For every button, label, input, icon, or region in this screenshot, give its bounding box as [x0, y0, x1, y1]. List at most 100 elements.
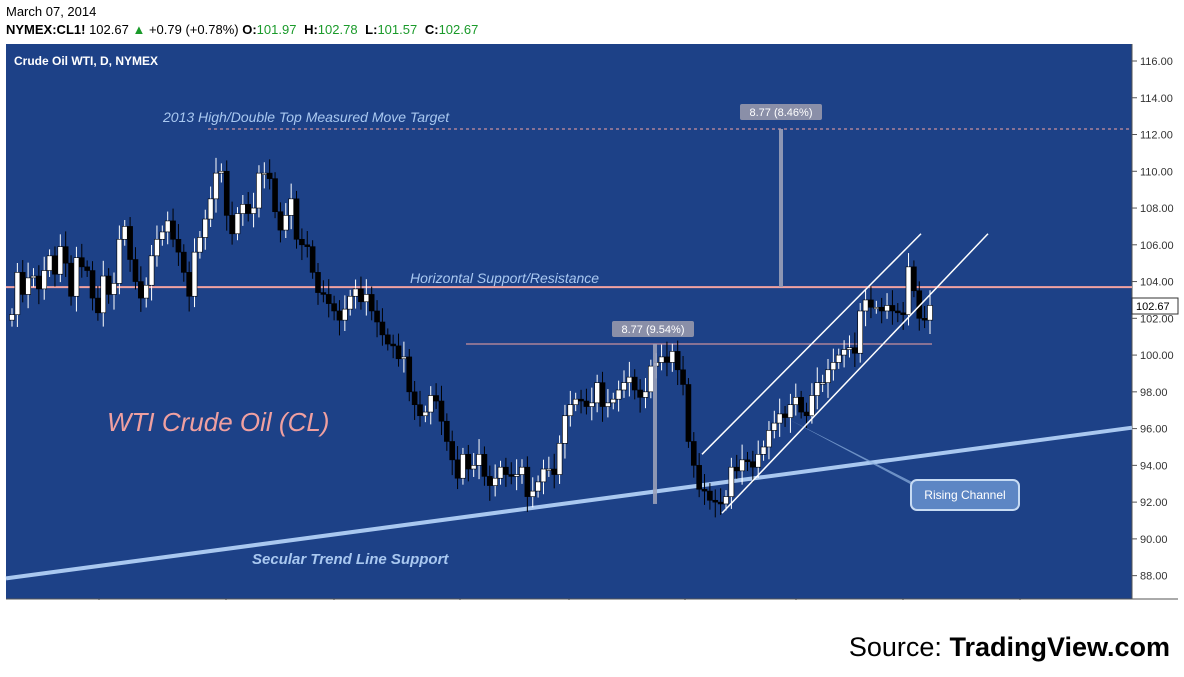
candle-body: [739, 459, 745, 472]
close-label: C:: [424, 22, 439, 37]
candle-body: [256, 172, 262, 209]
candle-body: [492, 477, 498, 486]
candle-body: [395, 345, 402, 360]
chart-date: March 07, 2014: [6, 4, 97, 19]
candle-body: [470, 465, 477, 470]
source-credit: Source: TradingView.com: [849, 632, 1170, 663]
overlays-layer: 8.77 (9.54%) 8.77 (8.46%) Rising Channel 20…: [107, 104, 1179, 568]
candle-body: [100, 275, 107, 314]
candle-body: [524, 466, 531, 497]
candle-body: [701, 488, 708, 492]
candle-body: [444, 420, 450, 442]
low-label: L:: [365, 22, 378, 37]
candle-body: [62, 246, 69, 264]
candle-body: [78, 257, 85, 268]
candle-body: [513, 474, 520, 477]
last-price-tag: [1131, 297, 1179, 315]
candle-body: [454, 459, 461, 479]
candle-body: [73, 257, 80, 297]
candle-body: [116, 238, 123, 284]
y-tick-label: 102.00: [1140, 313, 1174, 325]
y-tick-label: 112.00: [1140, 130, 1173, 142]
y-tick-label: 94.00: [1140, 460, 1168, 472]
candle-body: [390, 343, 396, 347]
candle-body: [143, 284, 150, 299]
resistance-annotation: Horizontal Support/Resistance: [410, 270, 599, 286]
y-tick-label: 110.00: [1140, 166, 1173, 178]
y-tick-label: 92.00: [1140, 497, 1168, 509]
candle-body: [127, 226, 133, 260]
candle-body: [497, 466, 504, 479]
low-value: 101.57: [377, 22, 418, 37]
candle-body: [105, 275, 112, 295]
channel-callout-label: Rising Channel: [924, 488, 1005, 502]
price-chart[interactable]: 88.00 90.00 92.00 94.00 96.00 98.00 100.00 102.…: [0, 40, 1184, 600]
candle-body: [154, 238, 160, 257]
candle-body: [927, 305, 933, 321]
price-axis: 88.00 90.00 92.00 94.00 96.00 98.00 100.00 102.…: [1132, 56, 1174, 583]
measure-bar-2: [779, 129, 783, 288]
y-tick-label: 108.00: [1140, 203, 1174, 215]
candle-body: [782, 413, 788, 418]
channel-callout-box: [910, 479, 1020, 511]
y-tick-label: 100.00: [1140, 350, 1174, 362]
candle-body: [138, 281, 144, 299]
candle-body: [610, 398, 617, 404]
candle-body: [121, 226, 128, 240]
last-price-tag-label: 102.67: [1136, 301, 1170, 313]
candle-body: [175, 238, 182, 253]
y-tick-label: 106.00: [1140, 240, 1174, 252]
target-annotation: 2013 High/Double Top Measured Move Targe…: [162, 109, 450, 125]
candle-body: [14, 272, 21, 315]
candle-body: [884, 305, 890, 312]
candle-body: [282, 215, 289, 231]
candle-body: [401, 356, 407, 360]
candle-body: [578, 398, 584, 402]
candle-body: [911, 266, 917, 292]
high-value: 102.78: [317, 22, 358, 37]
time-axis: AugSepOctNovDec2014FebMarApr: [98, 599, 1021, 600]
candle-body: [207, 198, 214, 220]
candle-body: [621, 382, 627, 391]
candle-body: [293, 198, 300, 240]
candle-body: [229, 215, 235, 235]
candle-body: [733, 466, 740, 472]
y-tick-label: 98.00: [1140, 387, 1168, 399]
candle-body: [57, 246, 64, 275]
candle-body: [707, 490, 713, 501]
candle-body: [304, 244, 311, 247]
candle-body: [868, 299, 874, 308]
y-tick-label: 116.00: [1140, 56, 1173, 68]
measure-label-2: 8.77 (8.46%): [750, 107, 813, 119]
candle-body: [546, 468, 552, 471]
up-arrow-icon: ▲: [132, 22, 146, 37]
candle-body: [648, 365, 654, 393]
candle-body: [299, 238, 305, 246]
open-label: O:: [242, 22, 257, 37]
candle-body: [309, 246, 316, 273]
candle-body: [84, 266, 90, 271]
candle-body: [583, 400, 590, 407]
candle-body: [803, 411, 810, 417]
candle-body: [288, 198, 294, 216]
close-value: 102.67: [438, 22, 479, 37]
candle-body: [277, 211, 284, 231]
candle-body: [599, 382, 606, 407]
candle-body: [776, 413, 783, 424]
candle-body: [664, 356, 670, 363]
candle-body: [744, 459, 751, 462]
candle-body: [331, 303, 337, 312]
y-tick-label: 88.00: [1140, 571, 1168, 583]
candle-body: [535, 481, 541, 492]
candle-body: [363, 294, 370, 303]
candle-body: [529, 490, 536, 497]
candle-body: [347, 295, 354, 310]
measure-label-1: 8.77 (9.54%): [622, 324, 685, 336]
candle-body: [873, 306, 880, 310]
candle-body: [427, 395, 434, 413]
y-tick-label: 96.00: [1140, 424, 1168, 436]
plot-background: [6, 44, 1132, 599]
candle-body: [52, 255, 58, 275]
candle-body: [197, 237, 203, 253]
candle-body: [465, 454, 472, 470]
